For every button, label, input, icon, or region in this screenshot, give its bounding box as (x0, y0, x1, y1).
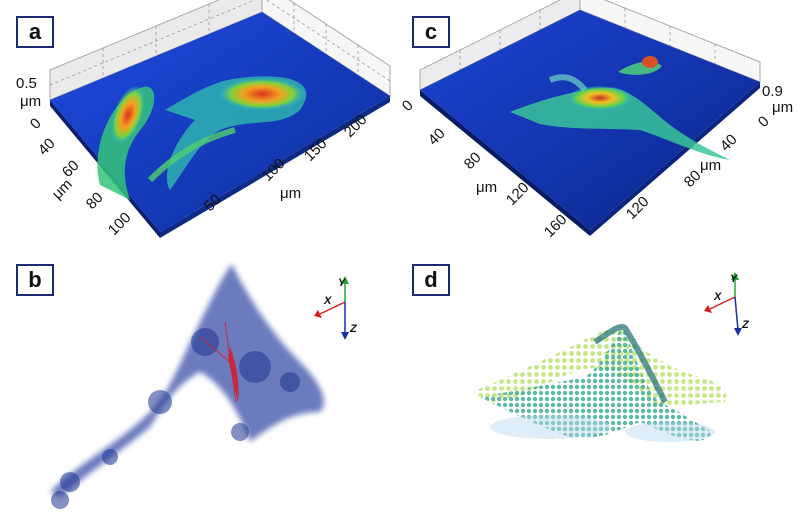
panel-a-x-unit: μm (280, 185, 301, 202)
panel-c-right-tick: 0 (755, 113, 773, 131)
panel-b: b Y X Z (0, 252, 400, 529)
panel-a-z-tick: 0.5 (16, 75, 37, 92)
panel-a-gridlines (49, 0, 391, 86)
panel-c-label: c (412, 16, 450, 48)
panel-c-left-tick: 40 (425, 125, 449, 149)
panel-c-base-side (590, 82, 760, 236)
panel-a-z-unit: μm (20, 93, 41, 110)
panel-c-left-tick: 0 (399, 97, 417, 115)
panel-c-cell-peak (568, 86, 632, 110)
panel-c-right-unit: μm (700, 157, 721, 174)
panel-a-cell-left-peak (111, 86, 145, 144)
panel-d-axis-y: Y (730, 273, 739, 285)
panel-c-right-tick: 40 (717, 131, 741, 155)
panel-c: c 0.9 μm 0 40 80 (399, 0, 800, 250)
panel-d-ridge (593, 324, 668, 404)
panel-c-cell-small-peak (642, 56, 658, 68)
panel-a: a 0.5 μm (0, 0, 400, 250)
panel-c-surface-plot: 0.9 μm 0 40 80 μm 120 160 0 40 μm 80 120 (399, 0, 793, 241)
panel-a-cell-right-peak (220, 78, 304, 110)
panel-d-haze (490, 415, 715, 442)
panel-c-z-unit: μm (772, 99, 793, 116)
panel-a-base-side (160, 96, 390, 238)
panel-d-sheet-front (480, 327, 712, 441)
panel-d: d Y X Z (400, 252, 800, 529)
panel-d-volume-render: Y X Z (472, 272, 750, 442)
panel-c-base-front (420, 90, 590, 236)
panel-a-y-tick: 40 (35, 135, 59, 159)
panel-b-axis-triad (314, 276, 349, 340)
panel-a-y-tick: 100 (105, 209, 135, 239)
panel-b-volume-render: Y X Z (50, 264, 358, 509)
panel-d-axis-triad (704, 272, 742, 336)
panel-c-cell (510, 87, 730, 160)
panel-c-z-tick: 0.9 (762, 83, 783, 100)
panel-d-axis-x: X (713, 291, 722, 303)
panel-d-label: d (412, 264, 450, 296)
panel-a-label: a (16, 16, 54, 48)
panel-b-label: b (16, 264, 54, 296)
panel-a-cell-tail (147, 127, 236, 183)
panel-d-axis-z: Z (741, 319, 750, 331)
panel-c-left-unit: μm (476, 179, 497, 196)
panel-a-y-tick: 80 (83, 189, 107, 213)
panel-a-surface-plot: 0.5 μm 0 40 60 μm 80 100 50 100 μm 150 2… (16, 0, 392, 239)
panel-a-y-tick: 0 (27, 115, 45, 133)
panel-c-cell-arm (548, 74, 588, 92)
panel-b-axis-x: X (323, 295, 332, 307)
panel-c-left-tick: 80 (461, 149, 485, 173)
panel-b-axis-z: Z (349, 323, 358, 335)
panel-b-speckle (51, 328, 300, 509)
panel-b-cell-volume (50, 264, 324, 497)
panel-b-axis-y: Y (338, 277, 347, 289)
panel-b-red-strands (199, 321, 237, 403)
